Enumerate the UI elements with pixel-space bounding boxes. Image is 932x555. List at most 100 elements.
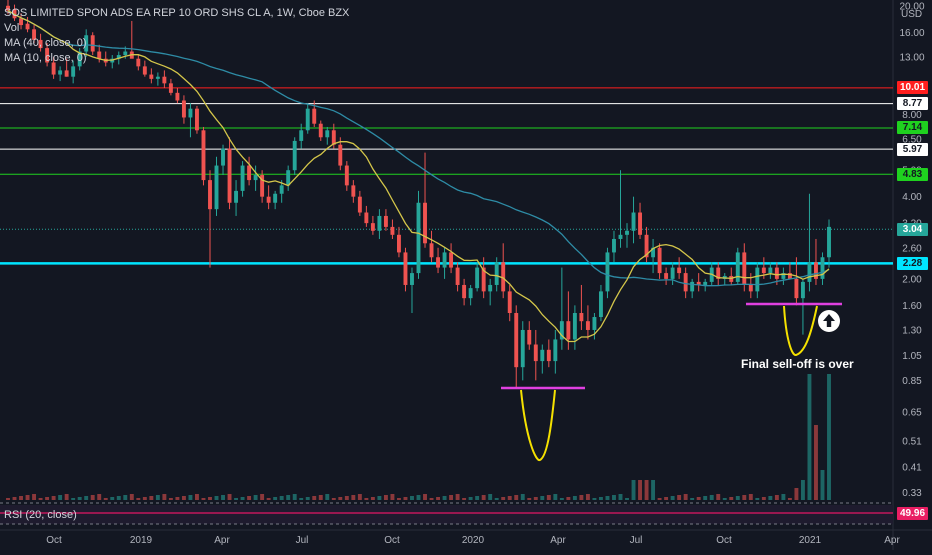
volume-bar (774, 495, 779, 500)
candle-body (188, 108, 193, 118)
y-tick-label-14: 0.85 (902, 376, 922, 387)
candle-body (273, 193, 278, 203)
volume-bar (51, 496, 56, 500)
volume-bar (644, 480, 649, 500)
candle-body (533, 344, 538, 362)
candle-body (208, 180, 212, 210)
candle-body (97, 51, 102, 59)
volume-bar (677, 495, 682, 500)
volume-bar (299, 498, 304, 500)
volume-bar (19, 496, 23, 500)
candle-body (761, 267, 766, 274)
volume-bar (533, 497, 538, 500)
candle-body (181, 100, 186, 118)
volume-bar (514, 495, 519, 500)
x-tick-label-0: Oct (46, 535, 62, 546)
volume-bar (208, 497, 212, 500)
rsi-label: RSI (20, close) (4, 509, 77, 521)
candle-body (585, 321, 590, 330)
candle-body (64, 70, 69, 77)
cup-left (520, 389, 556, 461)
candle-body (136, 58, 141, 67)
volume-bar (286, 495, 291, 500)
volume-bar (175, 497, 180, 500)
volume-bar (77, 497, 82, 500)
candle-body (670, 267, 675, 279)
volume-bar (234, 498, 239, 500)
volume-bar (657, 498, 662, 500)
volume-bar (625, 498, 629, 500)
candle-body (683, 273, 688, 292)
candle-body (827, 226, 831, 258)
x-tick-label-3: Jul (296, 535, 309, 546)
candle-body (383, 215, 388, 227)
candle-body (690, 281, 695, 292)
volume-bar (142, 497, 147, 500)
candle-body (214, 165, 219, 210)
volume-bar (123, 495, 128, 500)
volume-bar (97, 494, 102, 500)
volume-bar (318, 495, 323, 500)
volume-bar (136, 498, 141, 500)
volume-bar (794, 488, 799, 500)
volume-bar (664, 497, 669, 500)
volume-bar (149, 496, 154, 500)
volume-bar (729, 497, 734, 500)
candle-body (598, 291, 603, 318)
volume-bar (781, 494, 786, 500)
volume-bar (761, 497, 766, 500)
volume-bar (546, 495, 551, 500)
volume-bar (449, 495, 454, 500)
level-label-3: 5.97 (897, 142, 928, 156)
volume-bar (253, 495, 258, 500)
candle-body (716, 267, 721, 279)
volume-bar (247, 496, 252, 500)
candle-body (625, 230, 629, 235)
symbol-title: SOS LIMITED SPON ADS EA REP 10 ORD SHS C… (4, 7, 350, 19)
y-tick-label-16: 0.51 (902, 436, 922, 447)
volume-bar (45, 497, 50, 500)
volume-bar (494, 498, 499, 500)
volume-bar (364, 498, 369, 500)
y-tick-label-9: 2.60 (902, 243, 922, 254)
candle-body (299, 130, 304, 141)
candle-body (149, 74, 154, 79)
volume-bar (273, 497, 278, 500)
candle-body (416, 202, 421, 274)
volume-bar (396, 498, 401, 500)
x-tick-label-10: Apr (884, 535, 900, 546)
volume-bar (618, 494, 623, 500)
candle-body (481, 267, 486, 292)
volume-bar (344, 496, 349, 500)
candle-body (175, 92, 180, 101)
candle-body (781, 273, 786, 279)
volume-bar (58, 495, 63, 500)
candle-body (631, 212, 636, 231)
volume-bar (64, 494, 69, 500)
volume-bar (442, 496, 447, 500)
arrow-up-icon (818, 310, 840, 332)
candle-body (429, 243, 434, 258)
volume-bar (814, 425, 818, 500)
candle-body (774, 267, 779, 279)
candle-body (449, 252, 454, 268)
candle-body (520, 329, 525, 368)
volume-bar (377, 496, 382, 500)
y-tick-label-15: 0.65 (902, 408, 922, 419)
volume-bar (168, 498, 173, 500)
volume-bar (436, 497, 441, 500)
candle-body (436, 257, 441, 268)
candle-body (234, 190, 239, 203)
ma40-line (7, 10, 830, 287)
y-tick-label-4: 8.00 (902, 110, 922, 121)
candle-body (579, 313, 584, 322)
candle-body (357, 196, 362, 213)
candle-body (32, 29, 37, 40)
volume-bar (181, 496, 186, 500)
level-label-1: 8.77 (897, 97, 928, 111)
candle-body (292, 140, 297, 171)
candle-body (90, 35, 95, 52)
candle-body (696, 281, 701, 285)
